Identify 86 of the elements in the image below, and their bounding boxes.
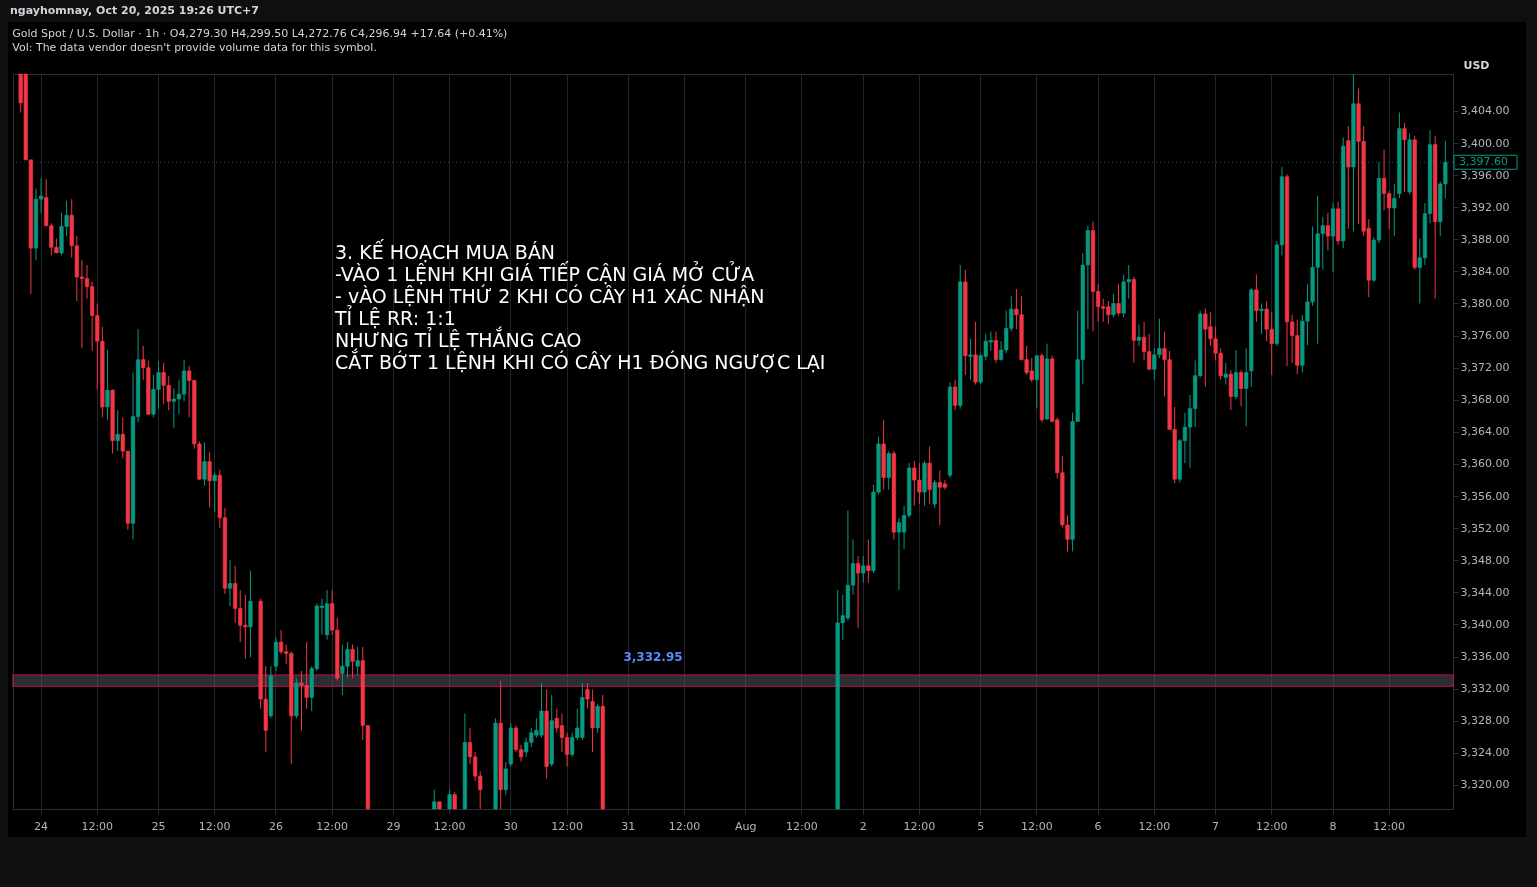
y-tick-label: 3,368.00 xyxy=(1460,393,1510,407)
y-tick-label: 3,336.00 xyxy=(1460,650,1510,664)
y-tick-label: 3,328.00 xyxy=(1460,714,1510,728)
x-tick-label: 12:00 xyxy=(903,819,936,833)
y-tick-label: 3,348.00 xyxy=(1460,553,1510,567)
candlestick xyxy=(1254,274,1259,323)
x-tick-label: 12:00 xyxy=(551,819,583,833)
candlestick xyxy=(1392,183,1397,237)
y-tick-label: 3,384.00 xyxy=(1460,264,1510,278)
x-tick-label: 6 xyxy=(1094,819,1102,833)
x-tick-label: 12:00 xyxy=(316,819,348,833)
ref-line-label: 3,397.60 xyxy=(1459,155,1508,169)
candlestick xyxy=(953,379,958,411)
annotation: 3. KẾ HOẠCH MUA BÁN -VÀO 1 LỆNH KHI GIÁ TIẾP CẬN GIÁ MỞ CỬA - vÀO LỆNH THỨ 2 KHI CÓ CÂY H1 XÁC NHẬN TỈ LỆ RR: 1:1 NHƯNG TỈ LỆ THẮNG CAO CẮT BỚT 1 LỆNH KHI CÓ CÂY H1 ĐÓNG NGƯỢC LẠI xyxy=(334,239,826,373)
x-tick-label: 29 xyxy=(386,819,401,833)
annotation: 3,332.95 xyxy=(623,650,683,665)
y-tick-label: 3,332.00 xyxy=(1460,682,1510,696)
y-axis-title: USD xyxy=(1463,58,1490,72)
y-tick-label: 3,376.00 xyxy=(1460,329,1510,343)
candlestick xyxy=(350,644,355,679)
x-tick-label: 12:00 xyxy=(786,819,818,833)
candlestick xyxy=(932,479,937,509)
y-tick-label: 3,324.00 xyxy=(1460,746,1510,760)
candlestick xyxy=(503,761,508,796)
candlestick xyxy=(1111,293,1116,318)
y-tick-label: 3,360.00 xyxy=(1460,457,1510,471)
x-tick-label: 12:00 xyxy=(1255,819,1288,833)
x-tick-label: 24 xyxy=(34,819,49,833)
x-tick-label: 8 xyxy=(1329,819,1337,833)
y-tick-label: 3,340.00 xyxy=(1460,617,1510,631)
x-tick-label: 12:00 xyxy=(668,819,701,833)
chart-subtitle: Vol: The data vendor doesn't provide volume data for this symbol. xyxy=(12,41,377,54)
candlestick xyxy=(1244,347,1249,427)
x-tick-label: 12:00 xyxy=(81,819,114,833)
candlestick xyxy=(227,559,233,607)
y-tick-label: 3,392.00 xyxy=(1460,200,1510,214)
x-tick-label: 12:00 xyxy=(198,819,231,833)
y-tick-label: 3,396.00 xyxy=(1460,168,1510,182)
candlestick xyxy=(1223,362,1228,386)
candlestick xyxy=(866,538,871,584)
candlestick xyxy=(207,451,212,508)
y-tick-label: 3,320.00 xyxy=(1460,778,1510,792)
y-tick-label: 3,356.00 xyxy=(1460,489,1510,503)
candlestick xyxy=(1259,302,1264,335)
y-tick-label: 3,372.00 xyxy=(1460,361,1510,375)
x-tick-label: 26 xyxy=(268,819,283,833)
x-tick-label: 5 xyxy=(977,819,985,833)
candlestick xyxy=(212,472,217,513)
x-tick-label: 12:00 xyxy=(433,819,466,833)
x-tick-label: 12:00 xyxy=(1020,819,1053,833)
y-tick-label: 3,352.00 xyxy=(1460,521,1510,535)
y-tick-label: 3,404.00 xyxy=(1460,104,1510,118)
x-tick-label: 25 xyxy=(151,819,166,833)
x-tick-label: 7 xyxy=(1212,819,1220,833)
candlestick xyxy=(968,338,973,381)
x-tick-label: 31 xyxy=(621,819,636,833)
candlestick xyxy=(585,682,590,710)
text: ngayhomnay, Oct 20, 2025 19:26 UTC+7 xyxy=(9,3,260,19)
x-tick-label: Aug xyxy=(735,819,757,833)
candlestick xyxy=(993,331,999,364)
candlestick xyxy=(1228,369,1233,411)
chart-title: Gold Spot / U.S. Dollar · 1h · O4,279.30 H4,299.50 L4,272.76 C4,296.94 +17.64 (+0.41%) xyxy=(12,27,508,40)
candlestick xyxy=(1402,122,1407,193)
y-tick-label: 3,344.00 xyxy=(1460,585,1510,599)
candlestick xyxy=(355,646,360,677)
y-tick-label: 3,380.00 xyxy=(1460,296,1510,310)
candlestick xyxy=(1116,283,1121,317)
candlestick xyxy=(202,441,207,487)
candlestick xyxy=(1239,369,1244,407)
candlestick xyxy=(1136,323,1142,347)
candlestick xyxy=(432,789,437,810)
y-tick-label: 3,364.00 xyxy=(1460,425,1510,439)
candlestick xyxy=(181,359,187,402)
x-tick-label: 12:00 xyxy=(1373,819,1406,833)
y-tick-label: 3,388.00 xyxy=(1460,232,1510,246)
x-tick-label: 2 xyxy=(859,819,867,833)
y-tick-label: 3,400.00 xyxy=(1460,136,1510,150)
candlestick xyxy=(856,555,861,629)
candlestick xyxy=(115,409,120,452)
candlestick xyxy=(447,789,452,810)
x-tick-label: 12:00 xyxy=(1138,819,1171,833)
candlestick xyxy=(595,703,600,734)
candlestick xyxy=(861,555,866,584)
candlestick xyxy=(1325,212,1330,252)
x-tick-label: 30 xyxy=(503,819,518,833)
candlestick xyxy=(105,349,110,421)
